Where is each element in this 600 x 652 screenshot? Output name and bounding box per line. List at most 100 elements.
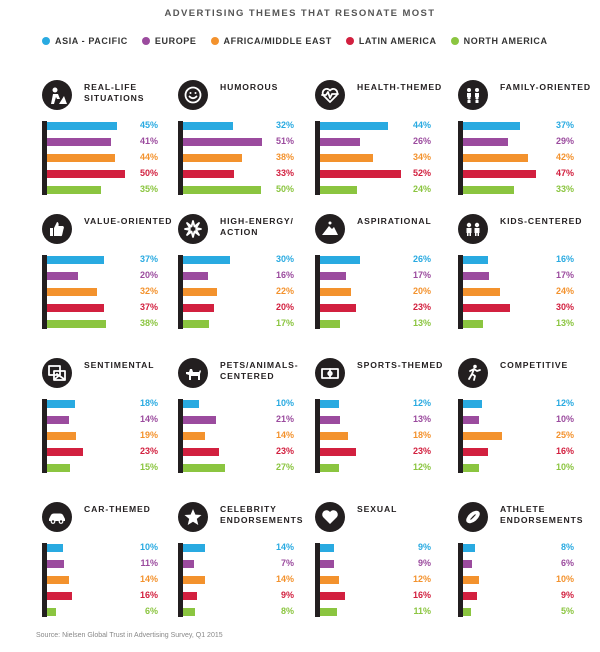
data-label: 9% xyxy=(280,590,294,600)
thumbs-up-icon xyxy=(42,214,72,244)
bar xyxy=(47,576,69,584)
bar xyxy=(183,432,205,440)
panel-title: CAR-THEMED xyxy=(84,504,151,514)
data-label: 25% xyxy=(555,430,574,440)
bar xyxy=(183,560,194,568)
bar xyxy=(320,576,339,584)
data-label: 50% xyxy=(139,168,158,178)
data-label: 41% xyxy=(139,136,158,146)
panel-axis xyxy=(458,255,463,329)
bar xyxy=(47,560,64,568)
legend-item-africa-middle-east: AFRICA/MIDDLE EAST xyxy=(210,36,332,46)
bar xyxy=(47,544,63,552)
data-label: 17% xyxy=(275,318,294,328)
heartbeat-icon xyxy=(315,80,345,110)
theme-panel: CAR-THEMED 10% 11% 14% 16% 6% xyxy=(42,502,172,622)
data-label: 30% xyxy=(555,302,574,312)
data-label: 13% xyxy=(555,318,574,328)
theme-panel: HUMOROUS 32% 51% 38% 33% 50% xyxy=(178,80,308,200)
football-icon xyxy=(458,502,488,532)
data-label: 37% xyxy=(555,120,574,130)
bar xyxy=(463,608,471,616)
data-label: 23% xyxy=(275,446,294,456)
bar xyxy=(183,122,233,130)
theme-panel: HIGH-ENERGY/ ACTION 30% 16% 22% 20% 17% xyxy=(178,214,308,334)
panel-title: PETS/ANIMALS-CENTERED xyxy=(220,360,299,381)
bar xyxy=(183,186,261,194)
data-label: 30% xyxy=(275,254,294,264)
data-label: 16% xyxy=(275,270,294,280)
bar xyxy=(463,464,479,472)
data-label: 22% xyxy=(275,286,294,296)
data-label: 6% xyxy=(144,606,158,616)
bar xyxy=(183,304,214,312)
data-label: 10% xyxy=(275,398,294,408)
panel-axis xyxy=(42,543,47,617)
photos-icon xyxy=(42,358,72,388)
data-label: 12% xyxy=(555,398,574,408)
bar xyxy=(320,256,360,264)
panel-title: CELEBRITY ENDORSEMENTS xyxy=(220,504,304,525)
bar xyxy=(47,288,97,296)
data-label: 7% xyxy=(280,558,294,568)
bar xyxy=(463,448,488,456)
bar xyxy=(183,544,205,552)
bar xyxy=(463,576,479,584)
car-icon xyxy=(42,502,72,532)
data-label: 32% xyxy=(139,286,158,296)
bar xyxy=(320,400,339,408)
data-label: 11% xyxy=(413,606,431,616)
theme-panel: COMPETITIVE 12% 10% 25% 16% 10% xyxy=(458,358,588,478)
mountain-icon xyxy=(315,214,345,244)
data-label: 26% xyxy=(412,136,431,146)
theme-panel: CELEBRITY ENDORSEMENTS 14% 7% 14% 9% 8% xyxy=(178,502,308,622)
dog-icon xyxy=(178,358,208,388)
bar xyxy=(463,272,489,280)
data-label: 32% xyxy=(275,120,294,130)
data-label: 47% xyxy=(555,168,574,178)
panel-title: HIGH-ENERGY/ ACTION xyxy=(220,216,294,237)
data-label: 38% xyxy=(275,152,294,162)
legend-label: NORTH AMERICA xyxy=(463,36,548,46)
bar xyxy=(47,416,69,424)
legend-item-europe: EUROPE xyxy=(141,36,197,46)
panel-axis xyxy=(458,399,463,473)
bar xyxy=(320,122,388,130)
data-label: 10% xyxy=(555,462,574,472)
data-label: 29% xyxy=(555,136,574,146)
panel-title: SEXUAL xyxy=(357,504,398,514)
legend-swatch xyxy=(141,37,150,45)
panel-axis xyxy=(178,399,183,473)
family-icon xyxy=(458,80,488,110)
chart-title: ADVERTISING THEMES THAT RESONATE MOST xyxy=(164,8,436,19)
data-label: 37% xyxy=(139,302,158,312)
data-label: 10% xyxy=(139,542,158,552)
data-label: 12% xyxy=(412,398,431,408)
bar xyxy=(47,448,83,456)
data-label: 23% xyxy=(139,446,158,456)
bar xyxy=(47,272,78,280)
data-label: 16% xyxy=(139,590,158,600)
data-label: 20% xyxy=(275,302,294,312)
bar xyxy=(183,608,195,616)
bar xyxy=(47,122,117,130)
data-label: 38% xyxy=(139,318,158,328)
panel-title: HEALTH-THEMED xyxy=(357,82,443,92)
bar xyxy=(183,170,234,178)
theme-panel: KIDS-CENTERED 16% 17% 24% 30% 13% xyxy=(458,214,588,334)
panel-title: SENTIMENTAL xyxy=(84,360,155,370)
data-label: 24% xyxy=(412,184,431,194)
bar xyxy=(463,320,483,328)
bar xyxy=(183,576,205,584)
bar xyxy=(320,170,401,178)
bar xyxy=(47,464,70,472)
theme-panel: ASPIRATIONAL 26% 17% 20% 23% 13% xyxy=(315,214,445,334)
bar xyxy=(463,186,514,194)
bar xyxy=(320,416,340,424)
legend-item-asia-pacific: ASIA - PACIFIC xyxy=(42,36,128,46)
bar xyxy=(47,304,104,312)
bar xyxy=(183,416,216,424)
kids-icon xyxy=(458,214,488,244)
theme-panel: REAL-LIFE SITUATIONS 45% 41% 44% 50% 35% xyxy=(42,80,172,200)
bar xyxy=(47,170,125,178)
